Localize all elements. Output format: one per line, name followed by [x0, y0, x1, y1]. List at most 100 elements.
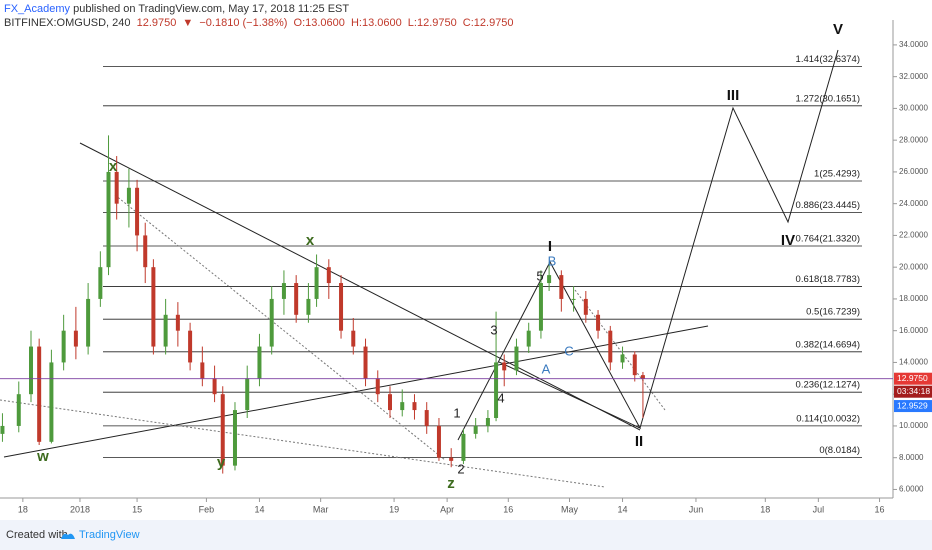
fib-label: 0(8.0184) — [819, 445, 860, 456]
wave-label: IV — [781, 232, 795, 249]
price-tag-label: 12.9529 — [897, 400, 928, 410]
fib-label: 0.764(21.3320) — [796, 234, 860, 245]
x-tick-label: May — [561, 504, 579, 514]
candle-body — [163, 314, 168, 347]
wave-label: 2 — [457, 461, 464, 476]
candle-body — [547, 275, 552, 284]
candle-body — [559, 275, 564, 299]
candle-body — [106, 171, 111, 268]
x-tick-label: Apr — [440, 504, 454, 514]
candle-body — [269, 298, 274, 347]
candle-body — [61, 330, 66, 363]
projection — [639, 49, 839, 429]
price-tag-label: 12.9750 — [897, 373, 928, 383]
y-tick-label: 32.0000 — [899, 72, 928, 81]
y-tick-label: 18.0000 — [899, 294, 928, 303]
wave-label: III — [727, 87, 740, 104]
x-tick-label: 15 — [132, 504, 142, 514]
y-tick-label: 8.0000 — [899, 453, 924, 462]
wave-label: II — [635, 433, 643, 450]
candle-body — [188, 330, 193, 363]
y-tick-label: 34.0000 — [899, 40, 928, 49]
low: L:12.9750 — [407, 17, 457, 29]
candle-body — [98, 267, 103, 299]
candle-body — [151, 267, 156, 347]
candle-body — [73, 330, 78, 347]
wave-label: C — [564, 343, 573, 358]
candle-body — [473, 425, 478, 434]
candle-body — [257, 346, 262, 379]
timer-label: 03:34:18 — [897, 386, 930, 396]
wave-label: z — [447, 475, 455, 492]
candle-body — [143, 235, 148, 268]
candle-body — [514, 346, 519, 371]
candle-body — [400, 402, 405, 411]
y-tick-label: 14.0000 — [899, 358, 928, 367]
candle-body — [640, 375, 645, 379]
wave-label: A — [542, 361, 551, 376]
y-tick-label: 10.0000 — [899, 421, 928, 430]
x-tick-label: 2018 — [70, 504, 90, 514]
high: H:13.0600 — [350, 17, 402, 29]
x-tick-label: 16 — [875, 504, 885, 514]
candle-body — [538, 283, 543, 331]
candle-body — [29, 346, 34, 395]
fib-label: 0.382(14.6694) — [796, 339, 860, 350]
wave-label: B — [548, 253, 557, 268]
header: FX_Academy published on TradingView.com,… — [4, 2, 517, 30]
fib-label: 1.272(30.1651) — [796, 93, 860, 104]
wave-label: 1 — [453, 405, 460, 420]
wave-label: x — [109, 158, 118, 175]
candle-body — [220, 394, 225, 466]
candle-body — [461, 433, 466, 461]
wave-label: I — [548, 238, 552, 255]
candle-body — [175, 314, 180, 331]
candle-body — [49, 362, 54, 442]
x-tick-label: 16 — [503, 504, 513, 514]
candle-body — [114, 171, 119, 204]
trend-line — [79, 142, 641, 431]
candle-body — [339, 283, 344, 331]
published: published on TradingView.com, May 17, 20… — [73, 3, 350, 15]
x-tick-label: Feb — [199, 504, 215, 514]
candle-body — [632, 354, 637, 376]
candle-body — [485, 418, 490, 426]
candle-body — [608, 330, 613, 363]
candle-body — [306, 298, 311, 315]
fib-label: 0.618(18.7783) — [796, 274, 860, 285]
last: 12.9750 — [136, 17, 177, 29]
trend-line — [0, 399, 606, 488]
fib-label: 0.236(12.1274) — [796, 380, 860, 391]
candle-body — [571, 298, 576, 300]
candle-body — [596, 314, 601, 331]
y-tick-label: 28.0000 — [899, 135, 928, 144]
candle-body — [387, 394, 392, 411]
wave-label: 3 — [490, 322, 497, 337]
candle-body — [37, 346, 42, 442]
x-tick-label: 18 — [18, 504, 28, 514]
footer: Created with TradingView — [0, 520, 932, 550]
pattern — [457, 260, 642, 441]
brand[interactable]: TradingView — [79, 529, 140, 541]
fib-label: 1.414(32.6374) — [796, 54, 860, 65]
x-tick-label: 18 — [760, 504, 770, 514]
wave-label: V — [833, 21, 843, 38]
candle-body — [449, 457, 454, 461]
candle-body — [375, 378, 380, 395]
wave-label: w — [36, 448, 49, 465]
candle-body — [412, 402, 417, 411]
trend-line — [3, 325, 709, 458]
x-tick-label: 14 — [618, 504, 628, 514]
x-tick-label: Mar — [313, 504, 329, 514]
x-tick-label: 14 — [254, 504, 264, 514]
candle-body — [351, 330, 356, 347]
wave-label: y — [217, 454, 226, 471]
candle-body — [526, 330, 531, 347]
change: −0.1810 (−1.38%) — [199, 17, 288, 29]
y-tick-label: 6.0000 — [899, 485, 924, 494]
wave-label: 4 — [497, 390, 504, 405]
close: C:12.9750 — [462, 17, 514, 29]
candle-body — [281, 283, 286, 299]
candle-body — [494, 362, 499, 419]
